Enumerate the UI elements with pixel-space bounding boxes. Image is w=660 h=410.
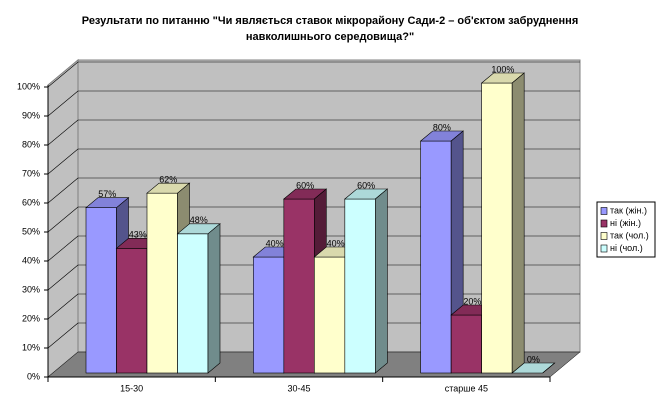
bar (146, 192, 178, 374)
legend-label: так (чол.) (610, 230, 649, 240)
bar (481, 82, 513, 374)
x-tick-label: старше 45 (445, 383, 488, 393)
y-tick-label: 80% (22, 139, 40, 149)
grid-line (47, 235, 79, 262)
grid-line (47, 293, 79, 320)
data-label: 40% (327, 238, 345, 248)
bar (420, 140, 452, 374)
legend-label: так (жін.) (610, 205, 647, 215)
grid-line (47, 90, 79, 117)
data-label: 57% (98, 189, 116, 199)
grid-line (47, 206, 79, 233)
bar (253, 256, 285, 374)
bar (116, 248, 148, 374)
bar (450, 314, 482, 374)
bar-side (375, 188, 388, 374)
legend-swatch (600, 219, 608, 228)
y-tick-label: 0% (27, 371, 40, 381)
grid-line (47, 119, 79, 146)
data-label: 100% (491, 64, 514, 74)
y-tick-label: 100% (17, 81, 40, 91)
y-tick-label: 50% (22, 226, 40, 236)
data-label: 60% (296, 180, 314, 190)
bar (314, 256, 346, 374)
legend-swatch (600, 232, 608, 240)
legend-swatch (600, 207, 608, 215)
y-tick-label: 30% (22, 284, 40, 294)
bar-side (542, 362, 555, 374)
legend-label: ні (жін.) (610, 218, 641, 228)
x-tick-label: 15-30 (120, 383, 143, 393)
bar (177, 233, 209, 374)
data-label: 80% (433, 122, 451, 132)
chart-title: Результати по питанню "Чи являється став… (82, 15, 579, 27)
data-label: 60% (357, 180, 375, 190)
y-tick-label: 10% (22, 342, 40, 352)
bar (283, 198, 315, 374)
y-tick-label: 20% (22, 313, 40, 323)
data-label: 40% (266, 238, 284, 248)
legend-label: ні (чол.) (610, 243, 643, 253)
bar-side (511, 72, 525, 374)
data-label: 20% (463, 296, 481, 306)
y-tick-label: 40% (22, 255, 40, 265)
legend-swatch (600, 244, 608, 253)
y-tick-label: 90% (22, 110, 40, 120)
side-wall (47, 58, 79, 379)
chart-title: навколишнього середовища?" (246, 31, 414, 43)
data-label: 0% (527, 354, 540, 364)
grid-line (47, 148, 79, 175)
grid-line (47, 61, 79, 88)
data-label: 48% (190, 215, 208, 225)
bar-side (207, 223, 221, 374)
x-tick-label: 30-45 (287, 383, 310, 393)
bar (85, 207, 117, 374)
grid-line (47, 264, 79, 291)
y-tick-label: 60% (22, 197, 40, 207)
bar (344, 198, 376, 374)
y-tick-label: 70% (22, 168, 40, 178)
grid-line (47, 177, 79, 204)
grid-line (47, 322, 79, 349)
data-label: 62% (159, 175, 177, 185)
data-label: 43% (129, 230, 147, 240)
